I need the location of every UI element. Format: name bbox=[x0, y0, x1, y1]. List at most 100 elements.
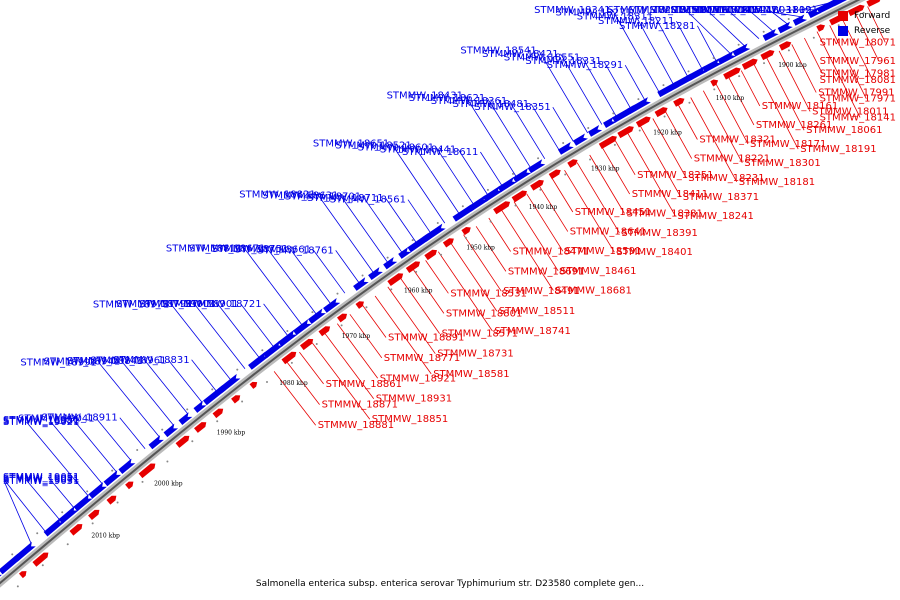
forward-gene-label: STMMW_18071 bbox=[820, 37, 896, 48]
marker-dot bbox=[141, 480, 144, 483]
reverse-gene-label-connector bbox=[407, 199, 431, 234]
reverse-gene bbox=[307, 308, 326, 324]
forward-gene-label-connector bbox=[702, 90, 743, 163]
forward-gene-label-connector bbox=[665, 111, 693, 159]
reverse-gene-label: STMMW_18111 bbox=[701, 5, 777, 16]
marker-dot bbox=[186, 408, 189, 411]
marker-dot bbox=[191, 440, 194, 443]
forward-gene-label-connector bbox=[652, 118, 687, 178]
reverse-gene-label-connector bbox=[240, 303, 274, 347]
reverse-gene-label-connector bbox=[317, 194, 374, 273]
reverse-gene-label: STMMW_18031 bbox=[722, 5, 798, 16]
reverse-gene-label-connector bbox=[581, 57, 617, 117]
forward-gene bbox=[723, 67, 741, 80]
marker-dot bbox=[489, 220, 492, 223]
reverse-gene-label: STMMW_18911 bbox=[41, 413, 117, 424]
forward-gene-label: STMMW_18261 bbox=[756, 120, 832, 131]
reverse-gene bbox=[58, 505, 79, 524]
forward-gene-label: STMMW_18371 bbox=[683, 192, 759, 203]
reverse-gene-label: STMMW_18671 bbox=[189, 244, 265, 255]
reverse-gene-label: STMMW_18951 bbox=[3, 415, 79, 426]
forward-gene bbox=[231, 395, 241, 404]
scale-tick-label: 2010 kbp bbox=[91, 532, 120, 539]
forward-gene-label: STMMW_18081 bbox=[820, 75, 896, 86]
reverse-gene bbox=[687, 66, 708, 81]
forward-gene-label-connector bbox=[576, 162, 620, 234]
forward-gene-label-connector bbox=[816, 31, 861, 118]
reverse-gene bbox=[422, 223, 446, 243]
forward-gene-label: STMMW_17971 bbox=[820, 94, 896, 105]
reverse-gene bbox=[572, 133, 588, 146]
reverse-gene-label: STMMW_19081 bbox=[3, 473, 79, 484]
reverse-gene-label-connector bbox=[243, 248, 303, 326]
scale-tick-label: 1990 kbp bbox=[217, 430, 246, 437]
marker-dot bbox=[386, 256, 389, 259]
marker-dot bbox=[365, 306, 368, 309]
reverse-gene-label-connector bbox=[170, 304, 232, 381]
reverse-gene-label: STMMW_18431 bbox=[387, 90, 463, 101]
marker-dot bbox=[286, 330, 289, 333]
gene-features bbox=[0, 0, 882, 583]
reverse-gene-label-connector bbox=[217, 303, 260, 358]
reverse-gene-label-connector bbox=[435, 147, 474, 205]
forward-gene-label-connector bbox=[677, 104, 698, 140]
forward-gene-label-connector bbox=[601, 147, 631, 195]
marker-dot bbox=[587, 127, 590, 130]
scale-tick-label: 1940 kbp bbox=[529, 204, 558, 211]
reverse-gene-label-connector bbox=[758, 9, 802, 18]
reverse-gene-label-connector bbox=[706, 9, 745, 47]
reverse-gene-label: STMMW_18651 bbox=[313, 139, 389, 150]
reverse-gene-label: STMMW_18621 bbox=[409, 93, 485, 104]
forward-gene-label-connector bbox=[412, 268, 445, 314]
forward-gene-label-connector bbox=[715, 83, 749, 145]
scale-tick-label: 2000 kbp bbox=[154, 480, 183, 487]
reverse-gene-label-connector bbox=[390, 143, 446, 224]
marker-dot bbox=[738, 75, 741, 78]
forward-gene-label-connector bbox=[854, 12, 880, 62]
marker-dot bbox=[688, 101, 691, 104]
marker-dot bbox=[61, 511, 64, 514]
marker-dot bbox=[11, 553, 14, 556]
forward-gene bbox=[318, 326, 331, 337]
reverse-gene bbox=[13, 541, 36, 562]
forward-gene bbox=[175, 435, 190, 448]
reverse-gene bbox=[732, 43, 751, 57]
marker-dot bbox=[762, 30, 765, 33]
forward-gene bbox=[300, 338, 314, 351]
reverse-gene bbox=[353, 277, 369, 291]
reverse-gene-label: STMMW_18521 bbox=[335, 140, 411, 151]
forward-gene-label: STMMW_17991 bbox=[818, 88, 894, 99]
forward-gene bbox=[710, 79, 719, 87]
reverse-gene-label: STMMW_18561 bbox=[330, 195, 406, 206]
forward-gene bbox=[530, 179, 544, 191]
forward-gene-label-connector bbox=[753, 63, 799, 150]
reverse-gene-label-connector bbox=[624, 65, 646, 101]
marker-dot bbox=[16, 585, 19, 588]
reverse-gene-label: STMMW_18941 bbox=[44, 357, 120, 368]
reverse-gene-label: STMMW_18271 bbox=[555, 7, 631, 18]
reverse-gene-label-connector bbox=[3, 480, 32, 544]
reverse-gene bbox=[293, 319, 312, 336]
reverse-gene-label-connector bbox=[144, 360, 189, 415]
forward-gene-label: STMMW_18221 bbox=[694, 154, 770, 165]
forward-gene-label-connector bbox=[778, 50, 811, 112]
forward-gene-label-connector bbox=[425, 260, 449, 294]
reverse-gene-label-connector bbox=[3, 479, 46, 532]
reverse-gene-label: STMMW_18661 bbox=[235, 245, 311, 256]
reverse-gene bbox=[103, 470, 122, 487]
reverse-gene-label: STMMW_18041 bbox=[680, 5, 756, 16]
scale-tick-label: 1920 kbp bbox=[653, 129, 682, 136]
marker-dot bbox=[111, 469, 114, 472]
reverse-gene bbox=[278, 329, 298, 347]
reverse-gene-label: STMMW_18341 bbox=[534, 5, 610, 16]
reverse-gene-label-connector bbox=[560, 53, 603, 125]
reverse-gene bbox=[588, 125, 603, 137]
forward-gene-label: STMMW_18161 bbox=[762, 101, 838, 112]
reverse-gene bbox=[263, 340, 284, 359]
marker-dot bbox=[361, 274, 364, 277]
forward-gene bbox=[125, 481, 134, 490]
reverse-gene-label-connector bbox=[24, 478, 60, 520]
marker-dot bbox=[564, 173, 567, 176]
reverse-gene-label-connector bbox=[47, 476, 75, 508]
reverse-gene-label-connector bbox=[799, 2, 831, 11]
